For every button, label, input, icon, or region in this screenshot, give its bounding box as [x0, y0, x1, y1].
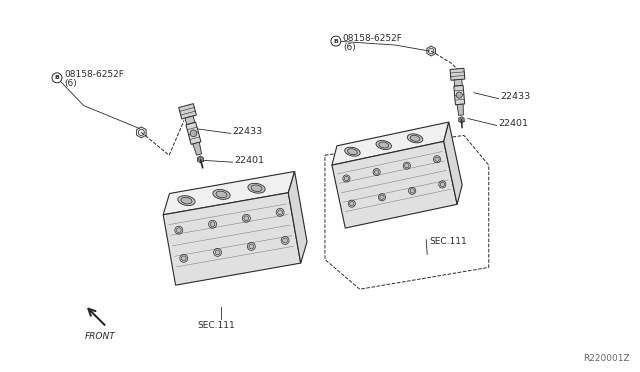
Circle shape [190, 130, 197, 137]
Text: (6): (6) [343, 42, 356, 52]
Ellipse shape [410, 135, 420, 141]
Polygon shape [193, 142, 202, 155]
Circle shape [349, 202, 354, 206]
Polygon shape [427, 46, 435, 56]
Circle shape [214, 248, 221, 256]
Circle shape [348, 200, 355, 207]
Text: 08158-6252F: 08158-6252F [64, 70, 124, 79]
Circle shape [180, 254, 188, 262]
Circle shape [244, 216, 249, 221]
Ellipse shape [178, 196, 195, 205]
Ellipse shape [376, 141, 392, 150]
Text: (6): (6) [64, 79, 77, 88]
Ellipse shape [251, 185, 262, 192]
Circle shape [278, 210, 282, 215]
Circle shape [408, 187, 416, 195]
Polygon shape [454, 86, 465, 105]
Polygon shape [179, 104, 196, 119]
Polygon shape [198, 156, 204, 163]
Ellipse shape [345, 147, 360, 156]
Polygon shape [454, 79, 462, 86]
Circle shape [410, 189, 414, 193]
Circle shape [456, 92, 462, 98]
Polygon shape [136, 127, 146, 138]
Circle shape [343, 175, 350, 182]
Polygon shape [450, 68, 465, 80]
Polygon shape [185, 116, 195, 125]
Ellipse shape [216, 191, 227, 198]
Ellipse shape [248, 183, 265, 193]
Ellipse shape [379, 142, 388, 148]
Ellipse shape [181, 197, 192, 204]
Circle shape [210, 222, 215, 227]
Text: 22401: 22401 [499, 119, 529, 128]
Polygon shape [288, 171, 307, 263]
Circle shape [380, 195, 384, 199]
Circle shape [373, 169, 380, 176]
Text: 22433: 22433 [500, 92, 531, 101]
Circle shape [281, 237, 289, 244]
Circle shape [439, 181, 446, 188]
Text: B: B [54, 75, 60, 80]
Polygon shape [332, 141, 457, 228]
Polygon shape [457, 104, 463, 115]
Circle shape [52, 73, 62, 83]
Circle shape [433, 155, 440, 163]
Circle shape [283, 238, 287, 243]
Polygon shape [332, 122, 449, 165]
Text: FRONT: FRONT [84, 332, 115, 341]
Circle shape [440, 182, 445, 187]
Text: R220001Z: R220001Z [583, 354, 630, 363]
Circle shape [181, 256, 186, 261]
Circle shape [344, 176, 349, 181]
Circle shape [177, 228, 181, 232]
Circle shape [249, 244, 253, 249]
Circle shape [215, 250, 220, 255]
Circle shape [175, 226, 183, 234]
Text: SEC.111: SEC.111 [429, 237, 467, 246]
Polygon shape [459, 117, 464, 123]
Circle shape [435, 157, 439, 161]
Circle shape [374, 170, 379, 174]
Polygon shape [163, 193, 301, 285]
Text: 08158-6252F: 08158-6252F [343, 33, 403, 43]
Circle shape [378, 194, 385, 201]
Polygon shape [163, 171, 294, 215]
Circle shape [331, 36, 341, 46]
Text: B: B [333, 39, 339, 44]
Ellipse shape [348, 149, 357, 155]
Ellipse shape [213, 189, 230, 199]
Text: SEC.111: SEC.111 [197, 321, 235, 330]
Circle shape [404, 164, 409, 168]
Polygon shape [186, 122, 201, 144]
Circle shape [276, 208, 284, 216]
Text: 22401: 22401 [235, 156, 265, 165]
Circle shape [243, 214, 250, 222]
Circle shape [209, 220, 216, 228]
Text: 22433: 22433 [233, 127, 263, 136]
Ellipse shape [407, 134, 423, 143]
Circle shape [403, 162, 410, 169]
Circle shape [247, 243, 255, 250]
Polygon shape [444, 122, 462, 204]
